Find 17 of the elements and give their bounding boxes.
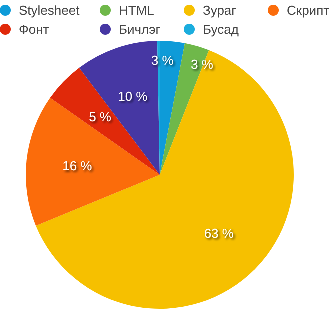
legend-label: Бичлэг [119,22,161,37]
legend-label: HTML [119,3,154,18]
pie-slice [50,68,160,175]
data-label: 5 % [89,110,112,125]
pie-slice [79,41,160,175]
data-label: 3 % [191,56,214,72]
legend-label: Зураг [203,3,236,18]
pie-slice [160,41,186,175]
data-label: 10 % [118,88,148,104]
data-label: 63 % [204,226,234,241]
legend-label: Бусад [203,22,239,37]
pie-slice [36,50,294,309]
legend-label: Скрипт [287,3,330,18]
data-label: 3 % [151,52,174,68]
legend-label: Stylesheet [19,3,80,18]
data-label: 16 % [62,158,93,174]
legend-label: Фонт [19,22,50,37]
